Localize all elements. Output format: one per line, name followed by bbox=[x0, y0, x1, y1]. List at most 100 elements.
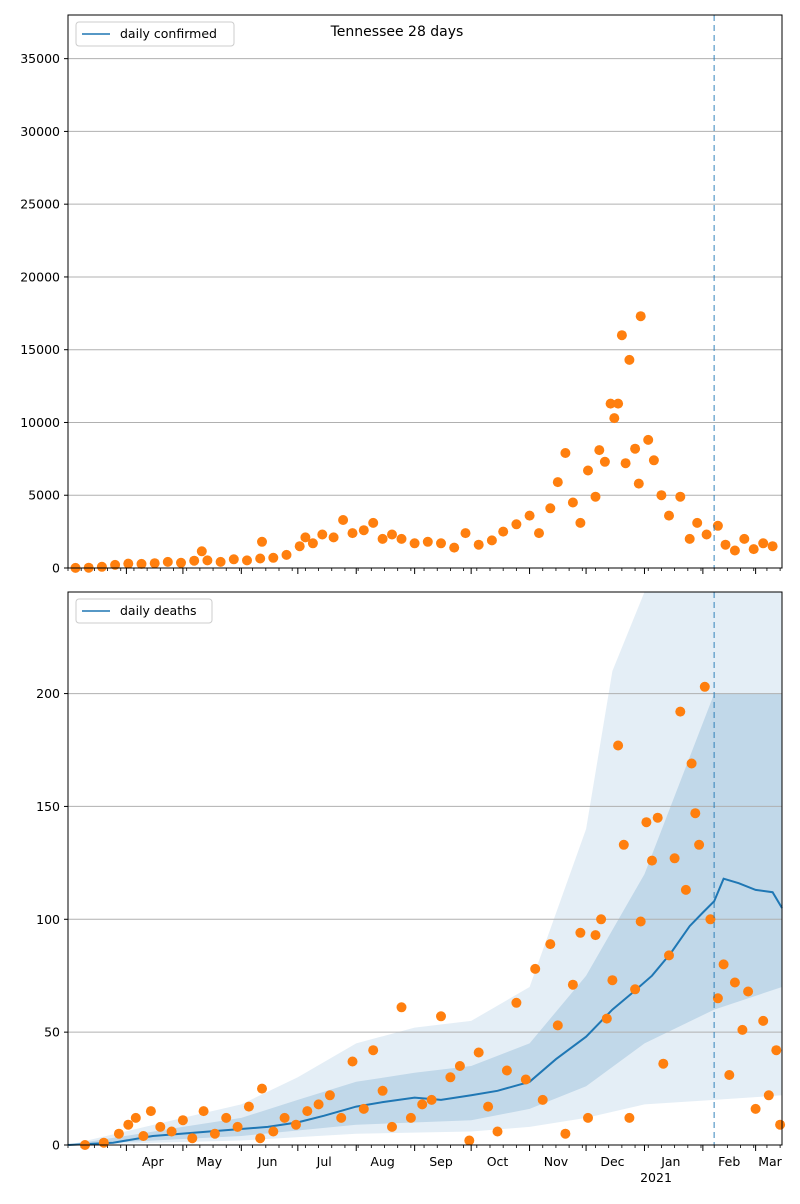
observed-point bbox=[328, 532, 339, 543]
observed-point bbox=[775, 1119, 786, 1130]
observed-point bbox=[652, 812, 663, 823]
observed-point bbox=[202, 555, 213, 566]
observed-point bbox=[552, 477, 563, 488]
observed-point bbox=[718, 959, 729, 970]
observed-point bbox=[336, 1112, 347, 1123]
y-tick-label: 0 bbox=[52, 1138, 60, 1153]
x-tick-label: Dec bbox=[600, 1154, 624, 1169]
observed-point bbox=[347, 528, 358, 539]
observed-point bbox=[145, 1106, 156, 1117]
observed-point bbox=[648, 455, 659, 466]
observed-point bbox=[255, 553, 266, 564]
observed-point bbox=[737, 1024, 748, 1035]
observed-point bbox=[123, 558, 134, 569]
observed-point bbox=[694, 839, 705, 850]
observed-point bbox=[162, 556, 173, 567]
confirmed-legend: daily confirmed bbox=[75, 21, 235, 47]
y-tick-label: 35000 bbox=[20, 51, 60, 66]
observed-point bbox=[317, 529, 328, 540]
deaths-plot-area bbox=[68, 592, 782, 1145]
observed-point bbox=[635, 311, 646, 322]
observed-point bbox=[575, 517, 586, 528]
observed-point bbox=[422, 536, 433, 547]
observed-point bbox=[436, 1011, 446, 1022]
y-tick-label: 15000 bbox=[20, 342, 60, 357]
x-tick-label: Mar bbox=[758, 1154, 782, 1169]
observed-point bbox=[338, 515, 349, 525]
observed-point bbox=[620, 458, 631, 469]
observed-point bbox=[705, 914, 716, 925]
observed-point bbox=[417, 1099, 428, 1110]
x-tick-label: Nov bbox=[544, 1154, 569, 1169]
observed-point bbox=[368, 517, 379, 528]
observed-point bbox=[690, 808, 701, 819]
observed-point bbox=[643, 434, 654, 445]
x-tick-label: Feb bbox=[718, 1154, 740, 1169]
observed-point bbox=[242, 555, 252, 566]
observed-point bbox=[758, 538, 769, 549]
observed-point bbox=[396, 533, 407, 544]
observed-point bbox=[166, 1126, 177, 1137]
observed-point bbox=[501, 1065, 512, 1076]
observed-point bbox=[281, 549, 292, 560]
observed-point bbox=[590, 930, 601, 941]
observed-point bbox=[268, 552, 279, 563]
observed-point bbox=[449, 542, 460, 553]
x-tick-label: Oct bbox=[487, 1154, 509, 1169]
y-tick-label: 25000 bbox=[20, 197, 60, 212]
observed-point bbox=[750, 1103, 761, 1114]
observed-point bbox=[647, 855, 657, 866]
deaths-plot-frame bbox=[67, 591, 783, 1146]
observed-point bbox=[684, 533, 695, 544]
observed-point bbox=[524, 510, 535, 521]
observed-point bbox=[473, 1047, 484, 1058]
observed-point bbox=[291, 1119, 301, 1130]
observed-point bbox=[313, 1099, 324, 1110]
observed-point bbox=[675, 491, 686, 502]
observed-point bbox=[279, 1112, 290, 1123]
observed-point bbox=[664, 950, 674, 961]
observed-point bbox=[675, 706, 686, 717]
y-tick-label: 5000 bbox=[28, 488, 60, 503]
y-tick-label: 30000 bbox=[20, 124, 60, 139]
observed-point bbox=[724, 1070, 735, 1080]
observed-point bbox=[601, 1013, 612, 1024]
confirmed-panel: 0 5000 10000 15000 20000 25000 30000 35000 Tenn… bbox=[20, 14, 783, 576]
observed-point bbox=[534, 528, 544, 539]
observed-point bbox=[324, 1090, 335, 1101]
observed-point bbox=[149, 558, 160, 569]
observed-point bbox=[187, 1133, 198, 1144]
observed-point bbox=[98, 1137, 109, 1148]
observed-point bbox=[739, 533, 750, 544]
observed-point bbox=[624, 354, 635, 365]
x-tick-label: Jan bbox=[660, 1154, 680, 1169]
observed-point bbox=[294, 541, 305, 552]
observed-point bbox=[635, 916, 646, 927]
observed-point bbox=[498, 526, 509, 537]
observed-point bbox=[347, 1056, 358, 1067]
observed-point bbox=[575, 927, 586, 938]
observed-point bbox=[302, 1106, 313, 1117]
observed-point bbox=[763, 1090, 774, 1101]
x-tick-label: May bbox=[196, 1154, 222, 1169]
observed-point bbox=[583, 1112, 593, 1123]
observed-point bbox=[368, 1045, 379, 1056]
observed-point bbox=[567, 497, 578, 508]
observed-point bbox=[511, 997, 522, 1008]
observed-point bbox=[300, 532, 311, 543]
observed-point bbox=[96, 561, 107, 572]
observed-point bbox=[358, 1103, 369, 1114]
observed-point bbox=[560, 448, 571, 458]
observed-point bbox=[743, 986, 754, 997]
observed-point bbox=[436, 538, 446, 549]
observed-point bbox=[729, 545, 740, 556]
observed-point bbox=[483, 1101, 494, 1112]
x-tick-label: Aug bbox=[370, 1154, 394, 1169]
observed-point bbox=[658, 1058, 669, 1069]
observed-point bbox=[232, 1121, 243, 1132]
observed-point bbox=[669, 853, 680, 864]
observed-point bbox=[138, 1131, 149, 1141]
observed-point bbox=[656, 490, 667, 501]
confirmed-plot-frame bbox=[67, 14, 783, 569]
